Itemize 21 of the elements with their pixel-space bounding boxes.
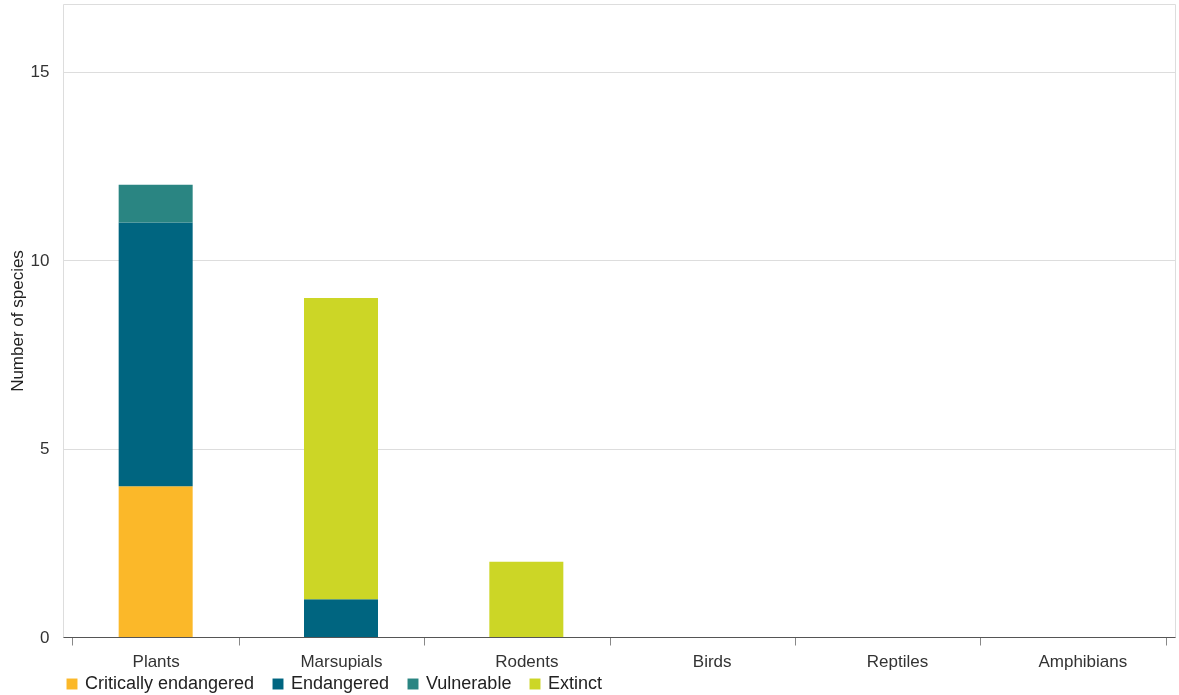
x-tick-label: Birds (692, 651, 732, 671)
y-tick-label: 5 (40, 439, 50, 459)
bar (118, 222, 193, 487)
bar (489, 561, 564, 637)
y-axis-title: Number of species (7, 250, 27, 392)
y-tick-label: 15 (30, 62, 50, 82)
y-tick-label: 0 (40, 627, 50, 647)
legend-label: Extinct (548, 673, 603, 693)
x-tick-label: Reptiles (866, 651, 929, 671)
x-tick-label: Plants (132, 651, 180, 671)
x-tick-label: Amphibians (1038, 651, 1128, 671)
bar (118, 486, 193, 637)
x-tick-label: Rodents (495, 651, 559, 671)
x-tick-label: Marsupials (300, 651, 383, 671)
legend-label: Vulnerable (426, 673, 512, 693)
bar (304, 297, 378, 600)
legend-label: Critically endangered (85, 673, 255, 693)
legend-label: Endangered (291, 673, 390, 693)
bar (118, 184, 193, 223)
bar (304, 599, 378, 637)
y-tick-label: 10 (30, 250, 50, 270)
